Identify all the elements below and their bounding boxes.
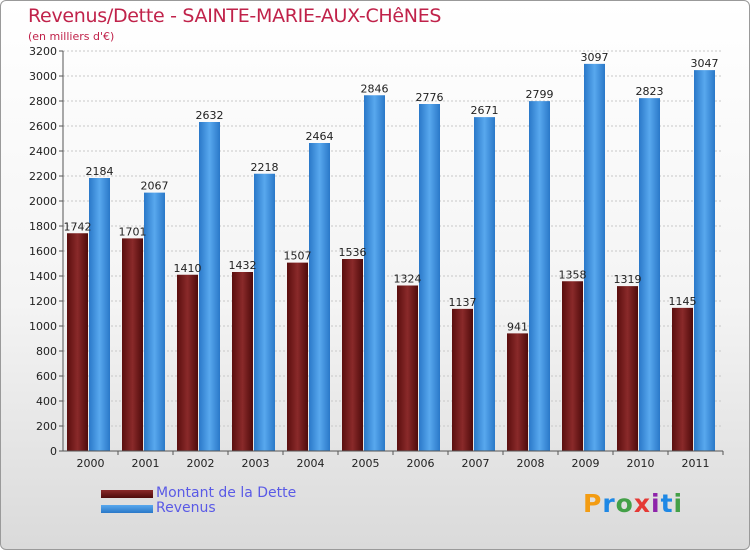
bar-revenue bbox=[639, 98, 660, 451]
data-label-revenue: 3047 bbox=[691, 57, 719, 70]
bar-revenue bbox=[694, 70, 715, 451]
data-label-revenue: 2846 bbox=[361, 82, 389, 95]
bar-revenue bbox=[364, 95, 385, 451]
legend-swatch-revenue bbox=[101, 505, 153, 513]
x-tick-label: 2000 bbox=[77, 457, 105, 470]
data-label-debt: 1145 bbox=[669, 295, 697, 308]
data-label-revenue: 2464 bbox=[306, 130, 334, 143]
data-label-revenue: 2218 bbox=[251, 161, 279, 174]
logo-letter: P bbox=[583, 489, 603, 518]
logo-letter: i bbox=[673, 489, 684, 518]
bar-debt bbox=[452, 308, 473, 451]
data-label-revenue: 2184 bbox=[86, 165, 114, 178]
x-tick-label: 2008 bbox=[517, 457, 545, 470]
y-tick-label: 3000 bbox=[29, 70, 57, 83]
bar-revenue bbox=[474, 117, 495, 451]
y-tick-label: 400 bbox=[36, 395, 57, 408]
data-labels: 1742 2184 1701 2067 1410 2632 1432 2218 1507 2464… bbox=[64, 51, 719, 334]
x-tick-label: 2007 bbox=[462, 457, 490, 470]
x-tick-label: 2005 bbox=[352, 457, 380, 470]
data-label-debt: 1536 bbox=[339, 246, 367, 259]
data-label-revenue: 2067 bbox=[141, 180, 169, 193]
bar-revenue bbox=[199, 122, 220, 451]
data-label-debt: 1742 bbox=[64, 220, 92, 233]
data-label-debt: 1507 bbox=[284, 250, 312, 263]
y-tick-label: 2400 bbox=[29, 145, 57, 158]
data-label-debt: 1410 bbox=[174, 262, 202, 275]
logo-letter: r bbox=[602, 489, 616, 518]
y-tick-label: 1400 bbox=[29, 270, 57, 283]
logo-letter: x bbox=[633, 489, 651, 518]
logo-letter: o bbox=[615, 489, 634, 518]
y-tick-label: 2600 bbox=[29, 120, 57, 133]
bar-debt bbox=[287, 262, 308, 451]
bar-debt bbox=[672, 307, 693, 451]
bar-debt bbox=[177, 274, 198, 451]
data-label-debt: 1324 bbox=[394, 273, 422, 286]
legend-label-debt: Montant de la Dette bbox=[156, 485, 297, 501]
data-label-revenue: 3097 bbox=[581, 51, 609, 64]
bar-debt bbox=[232, 272, 253, 451]
y-tick-label: 0 bbox=[50, 445, 57, 458]
bar-revenue bbox=[89, 178, 110, 451]
x-tick-label: 2010 bbox=[627, 457, 655, 470]
chart-title: Revenus/Dette - SAINTE-MARIE-AUX-CHêNES bbox=[28, 5, 442, 27]
y-tick-label: 2200 bbox=[29, 170, 57, 183]
axes: 0 200 400 600 800 1000 1200 1400 1600 1800 2000 220… bbox=[29, 45, 724, 470]
y-tick-label: 2000 bbox=[29, 195, 57, 208]
legend-swatch-debt bbox=[101, 490, 153, 498]
proxiti-logo: Proxiti bbox=[583, 489, 683, 518]
data-label-debt: 941 bbox=[507, 320, 528, 333]
x-tick-label: 2001 bbox=[132, 457, 160, 470]
data-label-revenue: 2671 bbox=[471, 104, 499, 117]
logo-letter: t bbox=[660, 489, 674, 518]
data-label-debt: 1432 bbox=[229, 259, 257, 272]
bar-revenue bbox=[309, 143, 330, 451]
bar-debt bbox=[342, 259, 363, 451]
legend-label-revenue: Revenus bbox=[156, 500, 216, 516]
data-label-revenue: 2823 bbox=[636, 85, 664, 98]
bar-debt bbox=[507, 333, 528, 451]
x-tick-label: 2003 bbox=[242, 457, 270, 470]
x-tick-label: 2004 bbox=[297, 457, 325, 470]
bar-debt bbox=[397, 285, 418, 451]
bar-revenue bbox=[529, 101, 550, 451]
y-tick-label: 2800 bbox=[29, 95, 57, 108]
data-label-revenue: 2632 bbox=[196, 109, 224, 122]
bar-debt bbox=[562, 281, 583, 451]
x-tick-label: 2011 bbox=[682, 457, 710, 470]
y-tick-label: 3200 bbox=[29, 45, 57, 58]
bars bbox=[67, 63, 715, 451]
y-tick-label: 200 bbox=[36, 420, 57, 433]
bar-revenue bbox=[584, 63, 605, 451]
x-tick-label: 2002 bbox=[187, 457, 215, 470]
bar-debt bbox=[122, 238, 143, 451]
data-label-debt: 1358 bbox=[559, 268, 587, 281]
grid-lines bbox=[63, 50, 723, 452]
y-tick-label: 1200 bbox=[29, 295, 57, 308]
y-tick-label: 1000 bbox=[29, 320, 57, 333]
logo-letter: i bbox=[651, 489, 661, 518]
bar-debt bbox=[617, 286, 638, 451]
bar-revenue bbox=[144, 192, 165, 451]
bar-debt bbox=[67, 233, 88, 451]
data-label-debt: 1137 bbox=[449, 296, 477, 309]
chart-subtitle: (en milliers d'€) bbox=[28, 30, 115, 43]
y-tick-label: 600 bbox=[36, 370, 57, 383]
x-tick-label: 2009 bbox=[572, 457, 600, 470]
y-tick-label: 1800 bbox=[29, 220, 57, 233]
bar-revenue bbox=[419, 104, 440, 451]
data-label-revenue: 2799 bbox=[526, 88, 554, 101]
x-tick-label: 2006 bbox=[407, 457, 435, 470]
y-tick-label: 1600 bbox=[29, 245, 57, 258]
data-label-debt: 1701 bbox=[119, 225, 147, 238]
y-tick-label: 800 bbox=[36, 345, 57, 358]
bar-revenue bbox=[254, 173, 275, 451]
data-label-debt: 1319 bbox=[614, 273, 642, 286]
data-label-revenue: 2776 bbox=[416, 91, 444, 104]
